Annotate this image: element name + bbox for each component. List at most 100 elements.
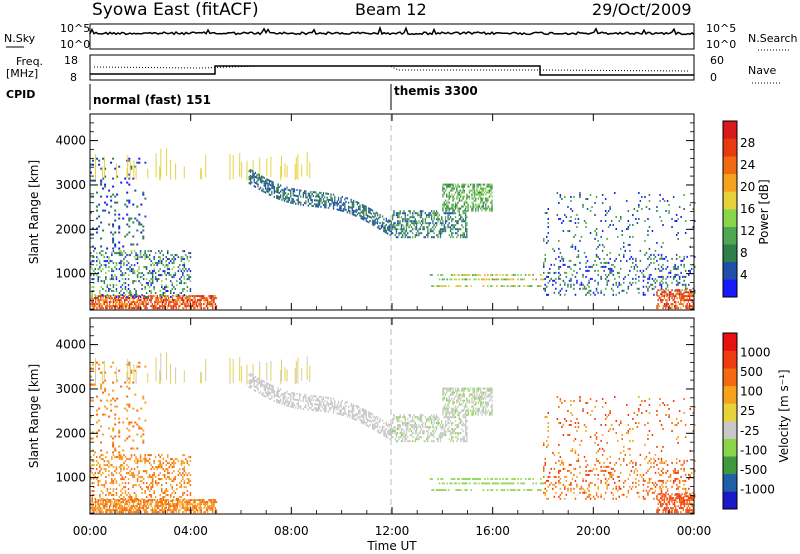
- power-cell: [477, 205, 479, 208]
- power-cell: [690, 293, 692, 296]
- power-cell: [129, 171, 131, 173]
- power-cell: [133, 294, 136, 296]
- power-cell: [392, 232, 394, 235]
- power-cell: [660, 287, 663, 290]
- power-cell: [426, 234, 428, 237]
- power-cell: [281, 163, 282, 166]
- power-cell: [188, 295, 190, 298]
- power-cell: [570, 208, 572, 210]
- power-cell: [166, 162, 168, 165]
- power-cell: [443, 201, 445, 204]
- velocity-cell: [193, 499, 195, 502]
- velocity-cell: [100, 425, 103, 428]
- power-cell: [93, 274, 95, 277]
- power-cell: [115, 305, 117, 308]
- power-cell: [309, 166, 311, 169]
- power-cell: [487, 185, 489, 188]
- power-cell: [353, 209, 355, 212]
- power-cell: [555, 271, 557, 274]
- power-cell: [161, 305, 163, 308]
- power-cell: [680, 303, 682, 306]
- power-cell: [104, 175, 107, 178]
- power-cell: [694, 291, 696, 294]
- velocity-cell: [182, 462, 184, 465]
- power-cell: [334, 203, 336, 206]
- power-cell: [365, 219, 367, 222]
- power-cell: [657, 299, 659, 302]
- velocity-cell: [148, 458, 151, 461]
- power-cell: [103, 156, 105, 159]
- velocity-cell: [132, 425, 135, 428]
- power-cell: [491, 205, 493, 208]
- power-cell: [115, 303, 117, 306]
- power-cell: [376, 212, 379, 215]
- power-cell: [606, 212, 608, 214]
- power-cell: [397, 224, 399, 227]
- velocity-cell: [138, 484, 140, 487]
- power-cell: [381, 221, 384, 224]
- velocity-cell: [113, 511, 116, 514]
- velocity-cell: [204, 501, 206, 504]
- power-cell: [212, 297, 214, 300]
- power-cell: [503, 278, 506, 281]
- velocity-cell: [171, 511, 174, 514]
- power-cell: [603, 257, 605, 260]
- velocity-cell: [126, 375, 128, 378]
- power-cell: [509, 285, 512, 287]
- power-cell: [389, 228, 391, 230]
- power-cell: [266, 158, 268, 161]
- power-cell: [152, 307, 155, 310]
- power-cell: [609, 269, 611, 272]
- power-cell: [266, 178, 268, 181]
- velocity-cell: [156, 503, 158, 506]
- power-cell: [685, 305, 687, 308]
- power-cell: [666, 283, 669, 286]
- power-cell: [374, 222, 376, 225]
- power-cell: [239, 167, 241, 169]
- power-cell: [570, 220, 572, 222]
- power-cell: [164, 295, 166, 298]
- power-cell: [449, 216, 452, 219]
- velocity-cell: [155, 501, 157, 504]
- power-cell: [408, 210, 410, 213]
- velocity-cell: [110, 435, 113, 438]
- power-cell: [177, 266, 180, 269]
- power-cell: [692, 293, 694, 296]
- velocity-cell: [105, 500, 107, 502]
- power-cell: [118, 305, 121, 308]
- power-cell: [660, 257, 663, 260]
- power-cell: [175, 163, 177, 166]
- power-cell: [127, 254, 130, 257]
- power-cell: [438, 278, 441, 281]
- power-cell: [481, 187, 483, 190]
- velocity-cell: [252, 368, 254, 371]
- power-cell: [448, 218, 450, 221]
- power-cell: [111, 290, 113, 292]
- power-cell: [452, 226, 454, 229]
- velocity-cell: [139, 454, 142, 457]
- power-cell: [395, 212, 398, 215]
- power-cell: [438, 230, 440, 233]
- power-cell: [256, 182, 258, 185]
- velocity-cell: [186, 505, 189, 508]
- power-cell: [532, 274, 534, 276]
- power-cell: [565, 275, 568, 278]
- power-cell: [618, 220, 620, 222]
- velocity-cell: [132, 484, 134, 487]
- power-cell: [95, 160, 96, 162]
- power-cell: [129, 159, 131, 161]
- velocity-cell: [126, 507, 128, 510]
- power-cell: [261, 175, 263, 178]
- power-cell: [568, 259, 571, 262]
- power-cell: [151, 262, 154, 265]
- power-cell: [342, 210, 345, 213]
- power-cell: [324, 200, 326, 203]
- power-cell: [205, 305, 208, 308]
- velocity-cell: [161, 464, 163, 467]
- power-cell: [478, 203, 481, 206]
- power-cell: [205, 163, 207, 166]
- power-cell: [597, 283, 599, 286]
- power-cell: [292, 188, 294, 191]
- power-cell: [167, 286, 169, 289]
- velocity-cell: [145, 500, 148, 502]
